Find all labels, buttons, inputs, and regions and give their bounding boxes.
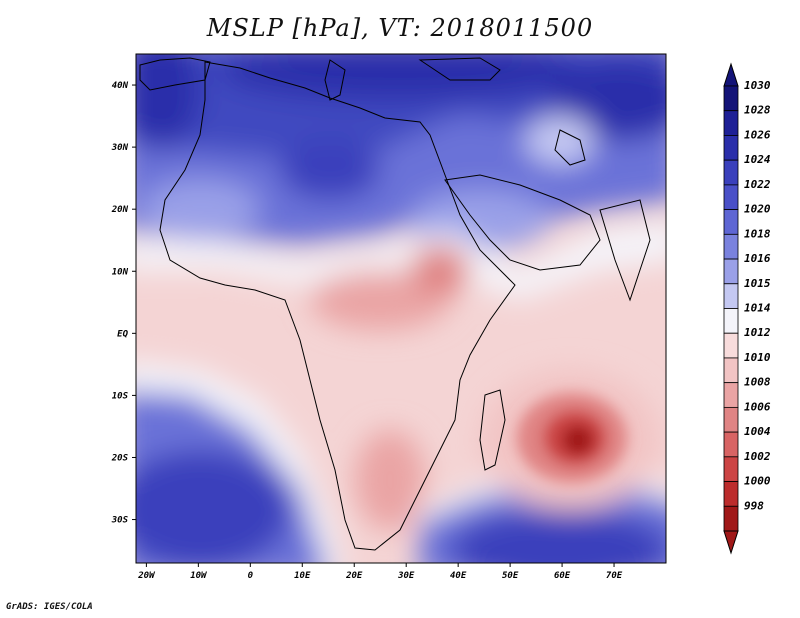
chart-title: MSLP [hPa], VT: 2018011500 xyxy=(206,14,594,42)
colorbar-top-arrow xyxy=(723,62,739,87)
colorbar-swatch xyxy=(723,159,739,186)
colorbar-swatch xyxy=(723,332,739,359)
colorbar-swatch xyxy=(723,382,739,408)
colorbar: 1030 1028 1026 1024 1022 1020 1018 1016 1015 1014… xyxy=(723,62,771,555)
coastlines xyxy=(139,57,651,551)
colorbar-swatch xyxy=(723,505,739,532)
lon-tick-label: 50E xyxy=(502,571,519,581)
lat-tick-label: 10S xyxy=(112,391,129,401)
pressure-field xyxy=(136,54,666,563)
map-frame xyxy=(135,53,667,564)
colorbar-swatch xyxy=(723,209,739,235)
colorbar-swatch xyxy=(723,456,739,482)
colorbar-swatch xyxy=(723,184,739,211)
colorbar-label: 1020 xyxy=(744,203,771,216)
colorbar-label: 1015 xyxy=(744,277,771,290)
colorbar-label: 1010 xyxy=(744,351,771,364)
lon-tick-label: 40E xyxy=(450,571,467,581)
longitude-axis: 20W 10W 0 10E 20E 30E 40E 50E 60E 70E xyxy=(137,563,623,581)
colorbar-label: 1002 xyxy=(744,450,771,463)
colorbar-swatch xyxy=(723,406,739,433)
lon-tick-label: 10E xyxy=(294,571,311,581)
colorbar-label: 1024 xyxy=(744,153,771,166)
colorbar-bottom-arrow xyxy=(723,530,739,555)
colorbar-swatch xyxy=(723,258,739,285)
colorbar-label: 1012 xyxy=(744,326,771,339)
colorbar-label: 1026 xyxy=(744,128,771,141)
lat-tick-label: 20N xyxy=(111,205,129,215)
lat-tick-label: 40N xyxy=(112,81,129,91)
lon-tick-label: 20E xyxy=(345,571,363,581)
lon-tick-label: 20W xyxy=(137,571,156,581)
colorbar-swatch xyxy=(723,233,739,260)
colorbar-label: 1008 xyxy=(744,376,771,389)
colorbar-label: 1028 xyxy=(744,104,771,117)
lon-tick-label: 70E xyxy=(606,571,623,581)
colorbar-swatch xyxy=(723,481,739,507)
colorbar-label: 1016 xyxy=(744,252,771,265)
colorbar-label: 998 xyxy=(744,499,764,512)
latitude-axis: 40N 30N 20N 10N EQ 10S 20S 30S xyxy=(111,81,136,526)
colorbar-label: 1006 xyxy=(744,400,771,413)
colorbar-swatch xyxy=(723,357,739,384)
colorbar-swatch xyxy=(723,431,739,458)
lon-tick-label: 0 xyxy=(248,571,254,581)
lat-tick-label: 20S xyxy=(111,453,129,463)
lat-tick-label: 30N xyxy=(111,143,129,153)
colorbar-label: 1030 xyxy=(744,79,771,92)
colorbar-label: 1000 xyxy=(744,475,771,488)
colorbar-swatch xyxy=(723,283,739,309)
colorbar-swatch xyxy=(723,308,739,334)
colorbar-label: 1018 xyxy=(744,227,771,240)
colorbar-label: 1014 xyxy=(744,302,771,315)
colorbar-swatch xyxy=(723,110,739,136)
lon-tick-label: 60E xyxy=(554,571,571,581)
footer-credit: GrADS: IGES/COLA xyxy=(6,602,93,612)
lat-tick-label: EQ xyxy=(117,329,128,339)
lat-tick-label: 10N xyxy=(112,267,129,277)
colorbar-label: 1004 xyxy=(744,425,771,438)
colorbar-swatch xyxy=(723,85,739,112)
lon-tick-label: 10W xyxy=(190,571,208,581)
colorbar-swatch xyxy=(723,135,739,161)
colorbar-label: 1022 xyxy=(744,178,771,191)
lon-tick-label: 30E xyxy=(397,571,415,581)
lat-tick-label: 30S xyxy=(111,516,129,526)
